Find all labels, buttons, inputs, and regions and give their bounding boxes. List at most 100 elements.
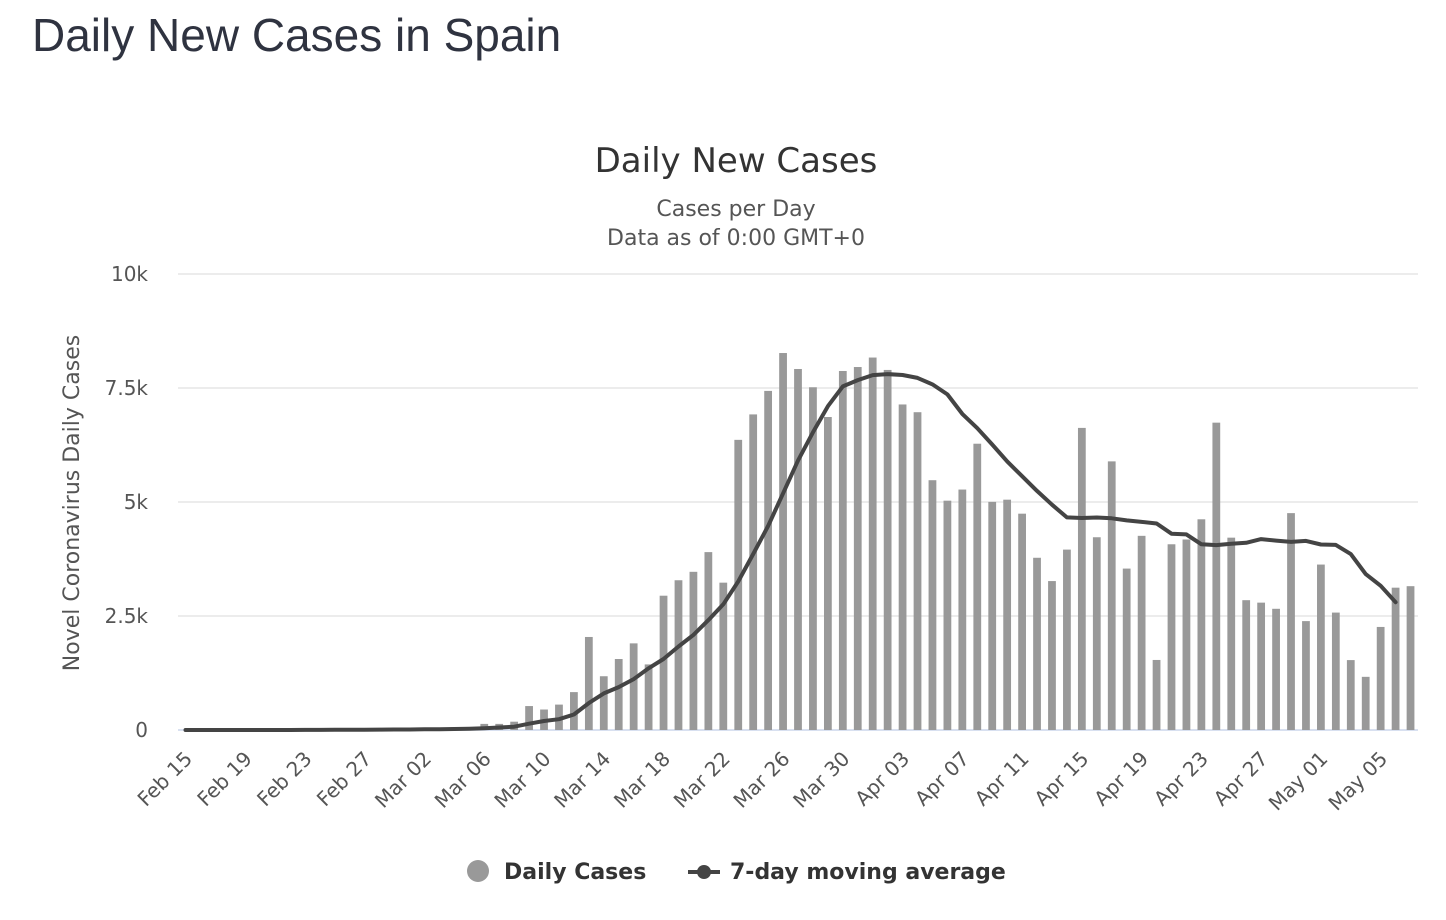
bar	[1257, 602, 1266, 730]
chart-subtitle: Cases per Day	[656, 197, 815, 222]
bar	[1287, 513, 1295, 730]
bar	[659, 595, 668, 730]
bar	[570, 692, 578, 730]
bar	[1376, 626, 1385, 730]
x-tick-label: Apr 27	[1209, 747, 1273, 811]
bar	[1406, 586, 1415, 730]
bar	[779, 353, 787, 730]
x-tick-label: Feb 27	[312, 747, 377, 812]
y-axis-label: Novel Coronavirus Daily Cases	[60, 335, 85, 671]
x-tick-label: Apr 03	[850, 747, 914, 811]
bar	[928, 480, 937, 730]
bar	[943, 500, 952, 730]
bar	[614, 659, 623, 730]
y-tick-label: 7.5k	[105, 376, 149, 400]
bar	[973, 443, 982, 730]
x-tick-label: Apr 11	[970, 747, 1034, 811]
x-tick-label: Mar 22	[669, 747, 735, 813]
bar	[1346, 660, 1355, 730]
x-tick-label: Apr 15	[1029, 747, 1093, 811]
bar	[1302, 621, 1310, 730]
chart-title: Daily New Cases	[595, 141, 878, 181]
x-tick-label: Mar 10	[489, 747, 555, 813]
bar	[674, 580, 683, 730]
legend-marker-dot	[697, 865, 711, 879]
bar	[764, 390, 773, 730]
bar	[1331, 612, 1340, 730]
bar	[1063, 549, 1071, 730]
x-tick-label: May 01	[1264, 747, 1333, 816]
bar	[868, 357, 877, 730]
bar	[1122, 568, 1131, 730]
bar	[958, 489, 967, 730]
bar	[584, 636, 593, 730]
bar	[525, 706, 533, 730]
bar	[823, 417, 832, 730]
bar	[1272, 608, 1280, 730]
bar	[883, 369, 892, 730]
bar	[1212, 422, 1221, 730]
x-tick-label: Feb 23	[252, 747, 317, 812]
legend-label-daily-cases: Daily Cases	[504, 860, 646, 885]
x-tick-label: Mar 14	[549, 747, 615, 813]
legend-item-daily-cases[interactable]: Daily Cases	[467, 860, 646, 885]
x-tick-label: Apr 07	[910, 747, 974, 811]
bar	[1317, 564, 1325, 730]
bar	[644, 664, 653, 730]
bar	[809, 387, 817, 730]
bar	[1077, 427, 1086, 730]
bar	[1152, 659, 1161, 730]
legend[interactable]: Daily Cases 7-day moving average	[467, 860, 1006, 885]
bar	[1018, 513, 1026, 730]
legend-marker-daily-cases	[467, 860, 489, 882]
line-moving-average	[183, 372, 1398, 732]
legend-item-moving-average[interactable]: 7-day moving average	[688, 860, 1006, 885]
bar	[794, 368, 802, 730]
y-tick-label: 5k	[124, 490, 149, 514]
bar	[749, 414, 758, 730]
bar	[913, 412, 922, 730]
chart-subtitle-date: Data as of 0:00 GMT+0	[607, 226, 865, 251]
bar	[719, 582, 728, 730]
bar	[853, 367, 862, 730]
bar	[1048, 581, 1056, 730]
bar	[704, 552, 713, 730]
bar	[1137, 535, 1146, 730]
bar	[1092, 537, 1101, 730]
bar	[1242, 600, 1251, 730]
bar	[898, 404, 907, 730]
x-tick-label: Feb 19	[192, 747, 257, 812]
y-tick-label: 2.5k	[105, 604, 149, 628]
bar	[1227, 537, 1236, 730]
bar	[1033, 557, 1041, 730]
series-line	[183, 372, 1398, 732]
y-axis-ticks: 0 2.5k 5k 7.5k 10k	[105, 262, 149, 742]
bar	[1167, 544, 1176, 730]
bar	[1197, 519, 1206, 730]
bar	[1361, 676, 1370, 730]
legend-label-moving-average: 7-day moving average	[730, 860, 1006, 885]
x-tick-label: Mar 02	[370, 747, 436, 813]
bars-daily-cases	[330, 353, 1415, 730]
bar	[689, 571, 698, 730]
bar	[1003, 499, 1012, 730]
x-tick-label: Mar 26	[728, 747, 794, 813]
bar	[1391, 587, 1400, 730]
y-tick-label: 10k	[111, 262, 148, 286]
bar	[629, 643, 638, 730]
x-tick-label: Mar 18	[609, 747, 675, 813]
x-tick-label: May 05	[1323, 747, 1392, 816]
bar	[988, 501, 997, 730]
page-title: Daily New Cases in Spain	[32, 9, 562, 61]
x-tick-label: Apr 23	[1149, 747, 1213, 811]
x-tick-label: Feb 15	[133, 747, 198, 812]
bar	[1107, 461, 1116, 730]
y-tick-label: 0	[135, 718, 148, 742]
x-tick-label: Mar 06	[430, 747, 496, 813]
bar	[1182, 539, 1191, 730]
x-tick-label: Mar 30	[788, 747, 854, 813]
bar	[838, 370, 847, 730]
x-tick-label: Apr 19	[1089, 747, 1153, 811]
